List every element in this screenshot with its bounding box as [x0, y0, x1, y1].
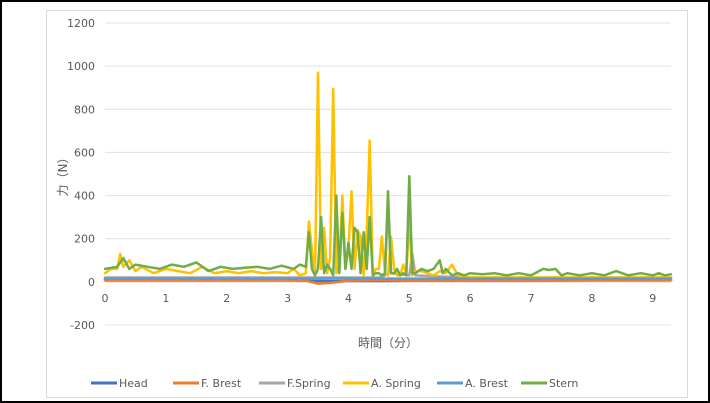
legend-label: Stern	[549, 377, 578, 390]
x-tick-label: 0	[102, 292, 109, 305]
y-tick-label: 400	[74, 190, 95, 203]
x-tick-label: 6	[467, 292, 474, 305]
x-tick-label: 1	[162, 292, 169, 305]
x-tick-labels: 0 1 2 3 4 5 6 7 8 9	[102, 292, 657, 305]
gridlines	[105, 22, 671, 326]
y-axis-title: 力（N）	[56, 152, 70, 197]
y-tick-label: 800	[74, 103, 95, 116]
legend: Head F. Brest F.Spring A. Spring A. Brest Ste…	[91, 377, 578, 390]
x-tick-label: 4	[345, 292, 352, 305]
y-tick-label: 200	[74, 233, 95, 246]
x-tick-label: 3	[284, 292, 291, 305]
series-line-f-brest	[103, 278, 673, 285]
y-tick-labels: -200 0 200 400 600 800 1000 1200	[67, 17, 95, 332]
y-tick-label: 600	[74, 146, 95, 159]
x-tick-label: 7	[528, 292, 535, 305]
y-tick-label: 1000	[67, 60, 95, 73]
legend-label: Head	[119, 377, 148, 390]
legend-label: A. Spring	[371, 377, 421, 390]
y-tick-label: 0	[88, 276, 95, 289]
x-tick-label: 2	[223, 292, 230, 305]
legend-label: A. Brest	[465, 377, 509, 390]
series-lines	[103, 71, 673, 285]
x-axis-title: 時間（分）	[358, 336, 418, 350]
chart-area: -200 0 200 400 600 800 1000 1200 0 1 2 3 4 5 6 7 8 9 力（N…	[46, 10, 688, 398]
legend-label: F. Brest	[201, 377, 242, 390]
y-tick-label: 1200	[67, 17, 95, 30]
series-line-a-spring	[103, 71, 673, 279]
x-tick-label: 8	[588, 292, 595, 305]
series-line-stern	[103, 174, 673, 277]
line-chart: -200 0 200 400 600 800 1000 1200 0 1 2 3 4 5 6 7 8 9 力（N…	[56, 17, 673, 390]
x-tick-label: 5	[406, 292, 413, 305]
x-tick-label: 9	[649, 292, 656, 305]
y-tick-label: -200	[70, 319, 95, 332]
legend-label: F.Spring	[287, 377, 331, 390]
